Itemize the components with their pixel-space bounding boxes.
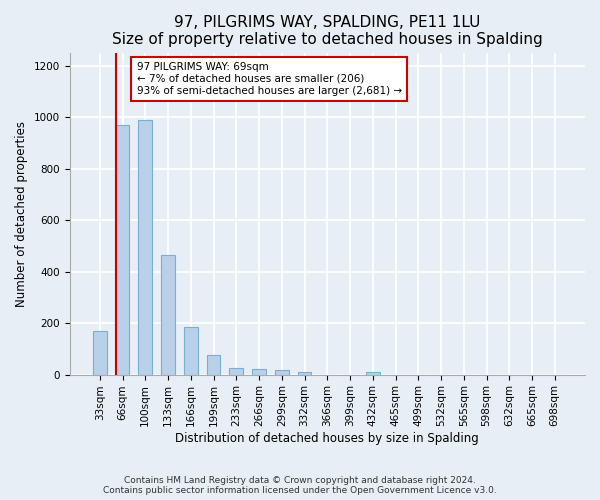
Bar bbox=[229, 368, 243, 374]
Y-axis label: Number of detached properties: Number of detached properties bbox=[15, 120, 28, 306]
Text: Contains HM Land Registry data © Crown copyright and database right 2024.
Contai: Contains HM Land Registry data © Crown c… bbox=[103, 476, 497, 495]
Bar bbox=[184, 327, 197, 374]
Bar bbox=[93, 331, 107, 374]
Bar bbox=[252, 369, 266, 374]
Bar bbox=[116, 125, 130, 374]
Bar bbox=[206, 356, 220, 374]
Bar bbox=[161, 255, 175, 374]
Bar bbox=[139, 120, 152, 374]
Text: 97 PILGRIMS WAY: 69sqm
← 7% of detached houses are smaller (206)
93% of semi-det: 97 PILGRIMS WAY: 69sqm ← 7% of detached … bbox=[137, 62, 401, 96]
Bar bbox=[366, 372, 380, 374]
X-axis label: Distribution of detached houses by size in Spalding: Distribution of detached houses by size … bbox=[175, 432, 479, 445]
Bar bbox=[298, 372, 311, 374]
Title: 97, PILGRIMS WAY, SPALDING, PE11 1LU
Size of property relative to detached house: 97, PILGRIMS WAY, SPALDING, PE11 1LU Siz… bbox=[112, 15, 542, 48]
Bar bbox=[275, 370, 289, 374]
